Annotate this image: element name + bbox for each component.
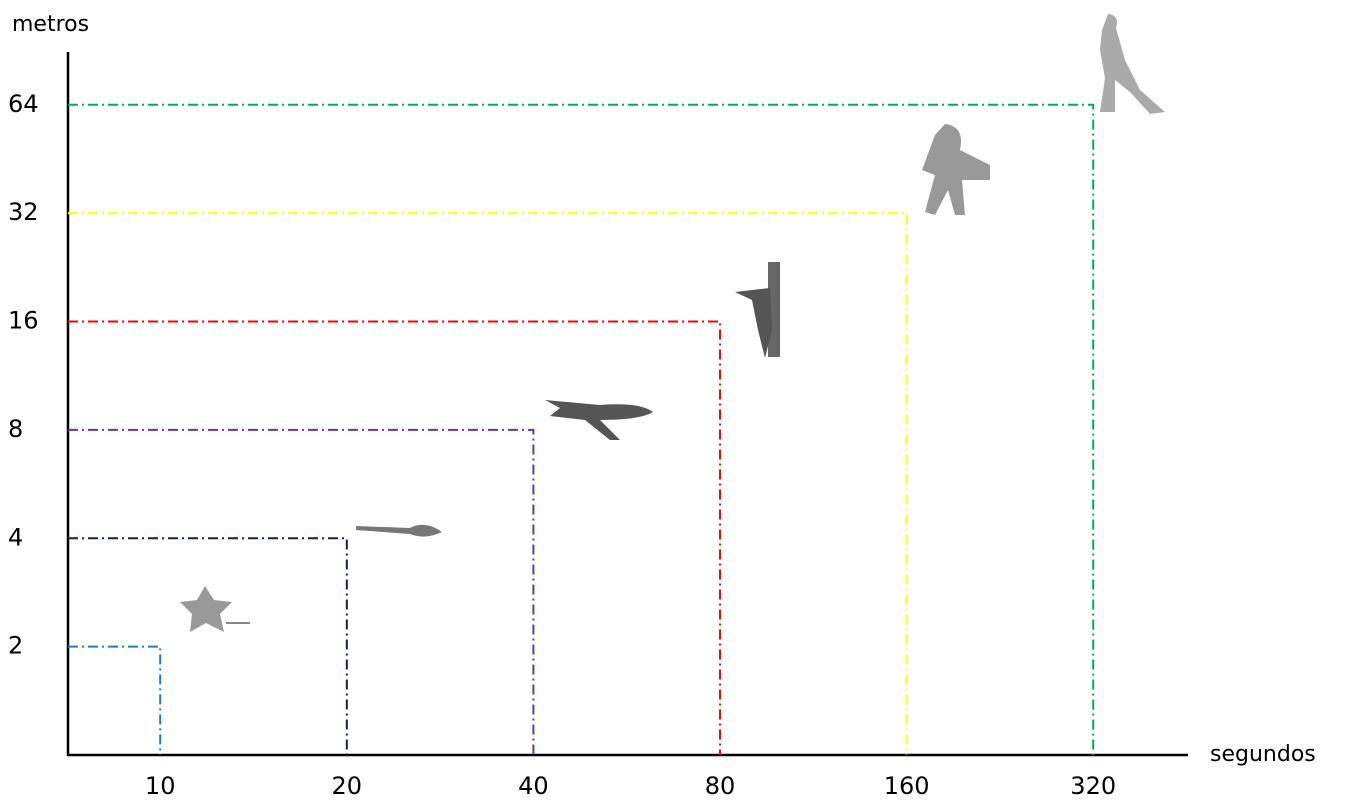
x-tick-label: 160 [884, 772, 930, 800]
x-tick-label: 40 [518, 772, 549, 800]
monkey [735, 288, 772, 358]
x-axis-label: segundos [1210, 742, 1316, 767]
y-tick-label: 2 [8, 632, 23, 660]
y-tick-label: 16 [8, 307, 39, 335]
y-tick-label: 4 [8, 523, 23, 551]
x-tick-label: 80 [705, 772, 736, 800]
step-line [68, 322, 720, 755]
y-tick-label: 32 [8, 198, 39, 226]
y-axis-label: metros [12, 12, 89, 37]
human [1100, 14, 1165, 114]
x-tick-label: 10 [145, 772, 176, 800]
tadpole [356, 525, 442, 537]
fish [545, 400, 653, 440]
starfish [180, 586, 232, 632]
illustrations [180, 14, 1165, 632]
y-tick-label: 8 [8, 415, 23, 443]
step-line [68, 213, 907, 755]
chart: metros segundos 2 4 8 16 32 64 10 20 40 80 160 320 [0, 0, 1359, 803]
x-tick-label: 320 [1070, 772, 1116, 800]
step-line [68, 430, 533, 755]
ape [922, 124, 990, 215]
x-tick-label: 20 [332, 772, 363, 800]
step-line [68, 647, 160, 755]
y-tick-label: 64 [8, 90, 39, 118]
